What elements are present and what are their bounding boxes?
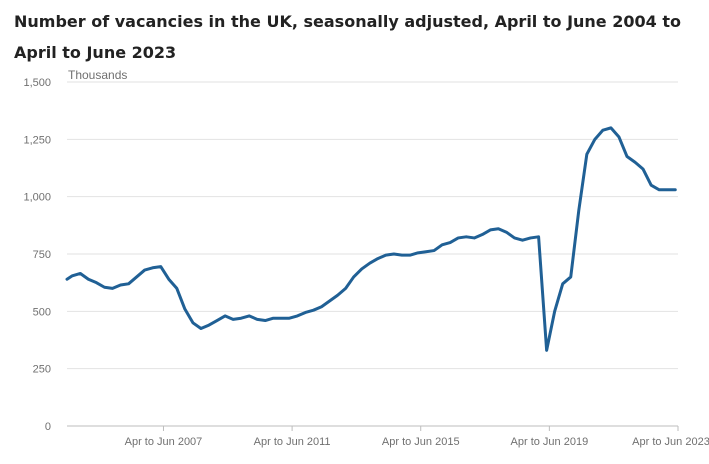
y-tick-label: 250 (33, 364, 51, 376)
y-tick-label: 1,250 (23, 134, 51, 146)
y-tick-label: 1,000 (23, 192, 51, 204)
chart-title: Number of vacancies in the UK, seasonall… (14, 12, 681, 62)
y-tick-label: 750 (33, 249, 51, 261)
x-axis-ticks: Apr to Jun 2007 Apr to Jun 2011 Apr to Jun… (125, 426, 709, 448)
x-tick-label: Apr to Jun 2007 (125, 436, 203, 448)
y-axis-unit-label: Thousands (68, 68, 127, 82)
x-tick-label: Apr to Jun 2015 (382, 436, 460, 448)
y-tick-label: 500 (33, 306, 51, 318)
series-line-vacancies (65, 126, 677, 352)
x-tick-label: Apr to Jun 2011 (254, 436, 331, 448)
gridlines (67, 81, 678, 370)
y-tick-label: 0 (45, 421, 51, 433)
series (65, 126, 677, 352)
x-tick-label: Apr to Jun 2019 (511, 436, 589, 448)
x-tick-label: Apr to Jun 2023 (632, 436, 709, 448)
y-tick-label: 1,500 (23, 77, 51, 89)
y-axis-ticks: 0 250 500 750 1,000 1,250 1,500 (23, 77, 51, 433)
